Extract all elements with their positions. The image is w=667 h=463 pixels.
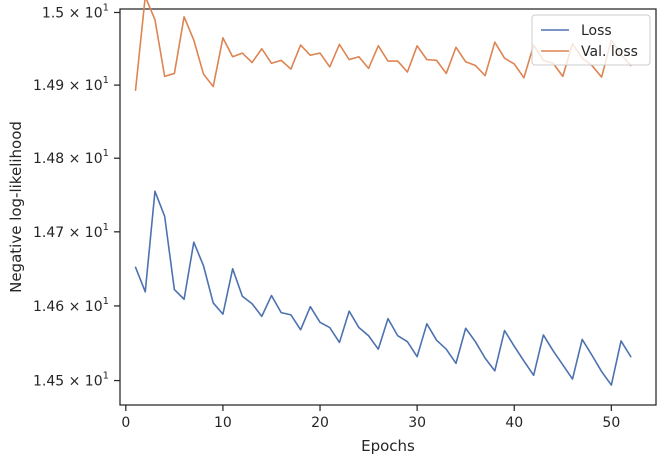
y-tick-label: 1.45 × 101	[33, 371, 109, 390]
y-axis-ticks: 1.45 × 101 1.46 × 101 1.47 × 101 1.48 × 101…	[33, 2, 120, 390]
y-tick-label: 1.49 × 101	[33, 75, 109, 94]
x-tick-label: 10	[214, 415, 232, 431]
series-line-0	[134, 190, 632, 386]
x-tick-label: 30	[408, 415, 426, 431]
x-axis-label: Epochs	[361, 437, 415, 455]
legend-box	[531, 14, 651, 66]
legend: Loss Val. loss	[531, 14, 651, 66]
x-axis-ticks: 0 10 20 30 40 50	[121, 405, 620, 431]
y-tick-label: 1.47 × 101	[33, 222, 109, 241]
y-tick-label: 1.48 × 101	[33, 148, 109, 167]
legend-label-val-loss: Val. loss	[581, 44, 638, 60]
x-tick-label: 0	[121, 415, 130, 431]
legend-label-loss: Loss	[581, 23, 612, 39]
plot-area	[119, 8, 657, 406]
x-tick-label: 20	[311, 415, 329, 431]
y-axis-label: Negative log-likelihood	[7, 121, 25, 293]
y-tick-label: 1.46 × 101	[33, 296, 109, 315]
x-tick-label: 40	[505, 415, 523, 431]
y-tick-label: 1.5 × 101	[42, 2, 109, 21]
x-tick-label: 50	[602, 415, 620, 431]
